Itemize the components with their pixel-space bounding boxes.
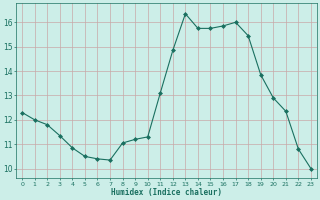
X-axis label: Humidex (Indice chaleur): Humidex (Indice chaleur)	[111, 188, 222, 197]
